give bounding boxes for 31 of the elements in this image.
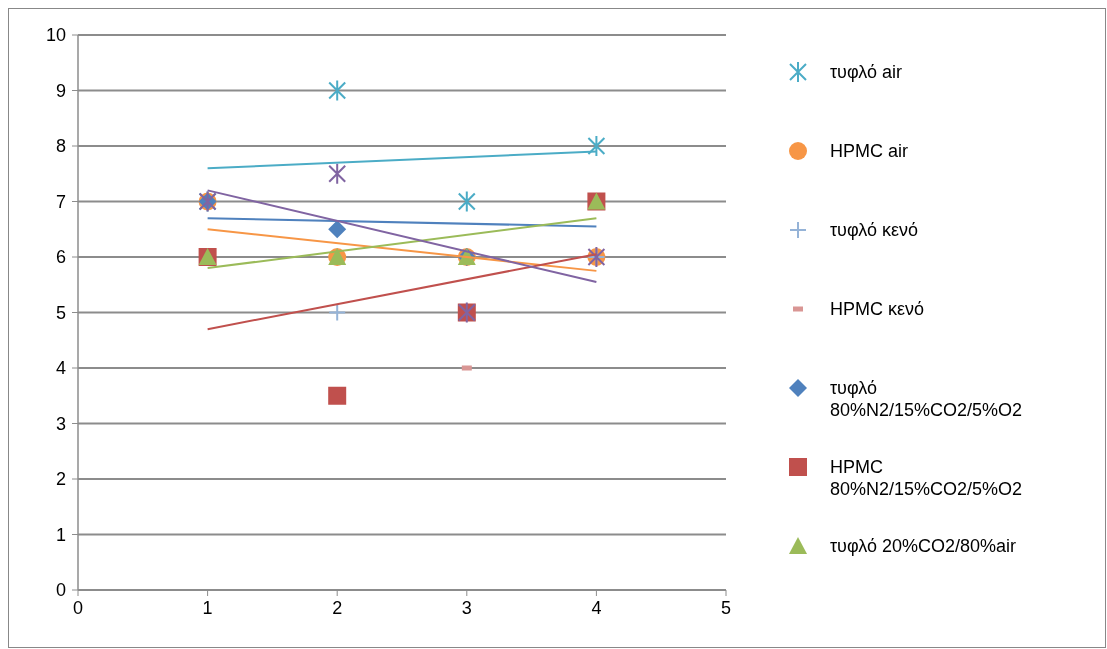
legend-label: HPMC air [830, 141, 909, 162]
point [328, 386, 347, 405]
point [328, 79, 347, 102]
legend-label: τυφλό κενό [830, 220, 919, 241]
y-tick-label: 2 [55, 469, 66, 490]
point [457, 190, 476, 213]
y-tick-label: 6 [55, 247, 66, 268]
legend-label: HPMC 80%N2/15%CO2/5%O2 [830, 457, 1023, 499]
point [587, 135, 606, 157]
x-tick-label: 4 [591, 598, 602, 618]
y-tick-label: 1 [55, 524, 66, 545]
y-tick-label: 9 [55, 80, 66, 101]
point [328, 220, 347, 239]
point [328, 303, 347, 322]
y-tick-label: 3 [55, 413, 66, 434]
y-tick-label: 4 [55, 358, 66, 379]
legend-label: HPMC κενό [830, 299, 925, 320]
x-tick-label: 5 [720, 598, 732, 618]
legend-label: τυφλό air [830, 62, 903, 83]
y-tick-label: 10 [45, 25, 66, 46]
legend-label: τυφλό 20%CO2/80%air [830, 536, 1017, 557]
y-tick-label: 8 [55, 136, 66, 157]
x-tick-label: 3 [461, 598, 472, 618]
x-tick-label: 2 [332, 598, 343, 618]
legend-label: τυφλό 80%N2/15%CO2/5%O2 [830, 378, 1023, 420]
point [328, 162, 347, 185]
y-tick-label: 5 [55, 302, 66, 323]
x-tick-label: 1 [202, 598, 213, 618]
x-tick-label: 0 [72, 598, 84, 618]
y-tick-label: 7 [55, 191, 66, 212]
y-tick-label: 0 [55, 580, 66, 601]
